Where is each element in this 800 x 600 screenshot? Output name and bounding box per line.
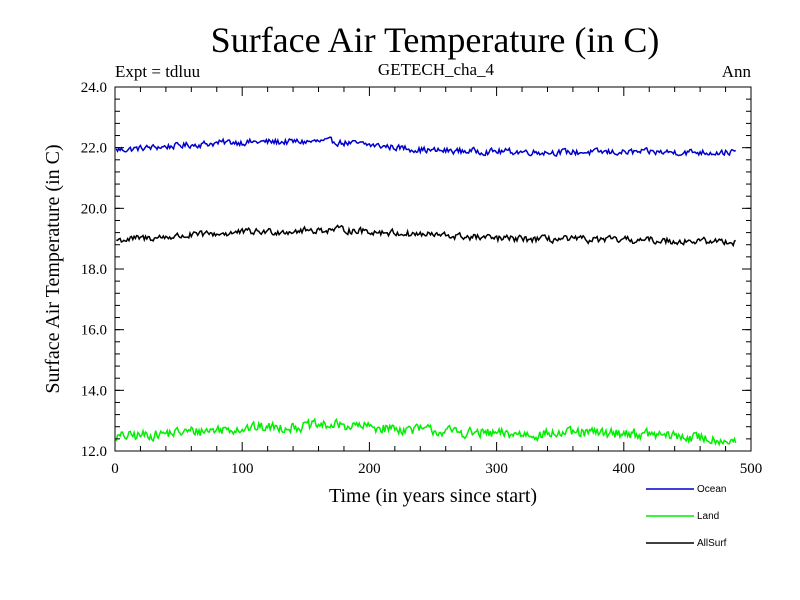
legend: Ocean Land AllSurf bbox=[646, 484, 727, 549]
legend-label-allsurf: AllSurf bbox=[697, 538, 727, 549]
legend-label-land: Land bbox=[697, 511, 719, 522]
y-tick-label: 20.0 bbox=[81, 201, 107, 217]
y-tick-label: 16.0 bbox=[81, 323, 107, 339]
x-tick-label: 0 bbox=[111, 461, 119, 477]
x-tick-label: 100 bbox=[231, 461, 254, 477]
series-line-ocean bbox=[115, 136, 736, 157]
series-layer bbox=[115, 136, 737, 447]
series-line-land bbox=[115, 417, 737, 447]
x-tick-label: 500 bbox=[740, 461, 763, 477]
chart-subtitle-left: Expt = tdluu bbox=[115, 62, 201, 81]
y-tick-label: 18.0 bbox=[81, 262, 107, 278]
chart-subtitle-right: Ann bbox=[722, 62, 752, 81]
x-tick-label: 200 bbox=[358, 461, 381, 477]
y-tick-label: 12.0 bbox=[81, 444, 107, 460]
chart-subtitle-center: GETECH_cha_4 bbox=[378, 60, 495, 79]
x-axis-label: Time (in years since start) bbox=[329, 485, 537, 507]
y-tick-label: 22.0 bbox=[81, 141, 107, 157]
chart-title: Surface Air Temperature (in C) bbox=[211, 20, 660, 60]
y-axis-label: Surface Air Temperature (in C) bbox=[42, 144, 64, 393]
y-tick-label: 24.0 bbox=[81, 80, 107, 96]
series-line-allsurf bbox=[116, 224, 736, 248]
x-tick-label: 400 bbox=[613, 461, 636, 477]
tick-layer: 0 100 200 300 400 500 12.0 14.0 16.0 18.0 20.0 22.0… bbox=[81, 80, 763, 477]
legend-label-ocean: Ocean bbox=[697, 484, 726, 495]
plot-frame bbox=[114, 86, 752, 452]
y-tick-label: 14.0 bbox=[81, 383, 107, 399]
x-tick-label: 300 bbox=[485, 461, 508, 477]
